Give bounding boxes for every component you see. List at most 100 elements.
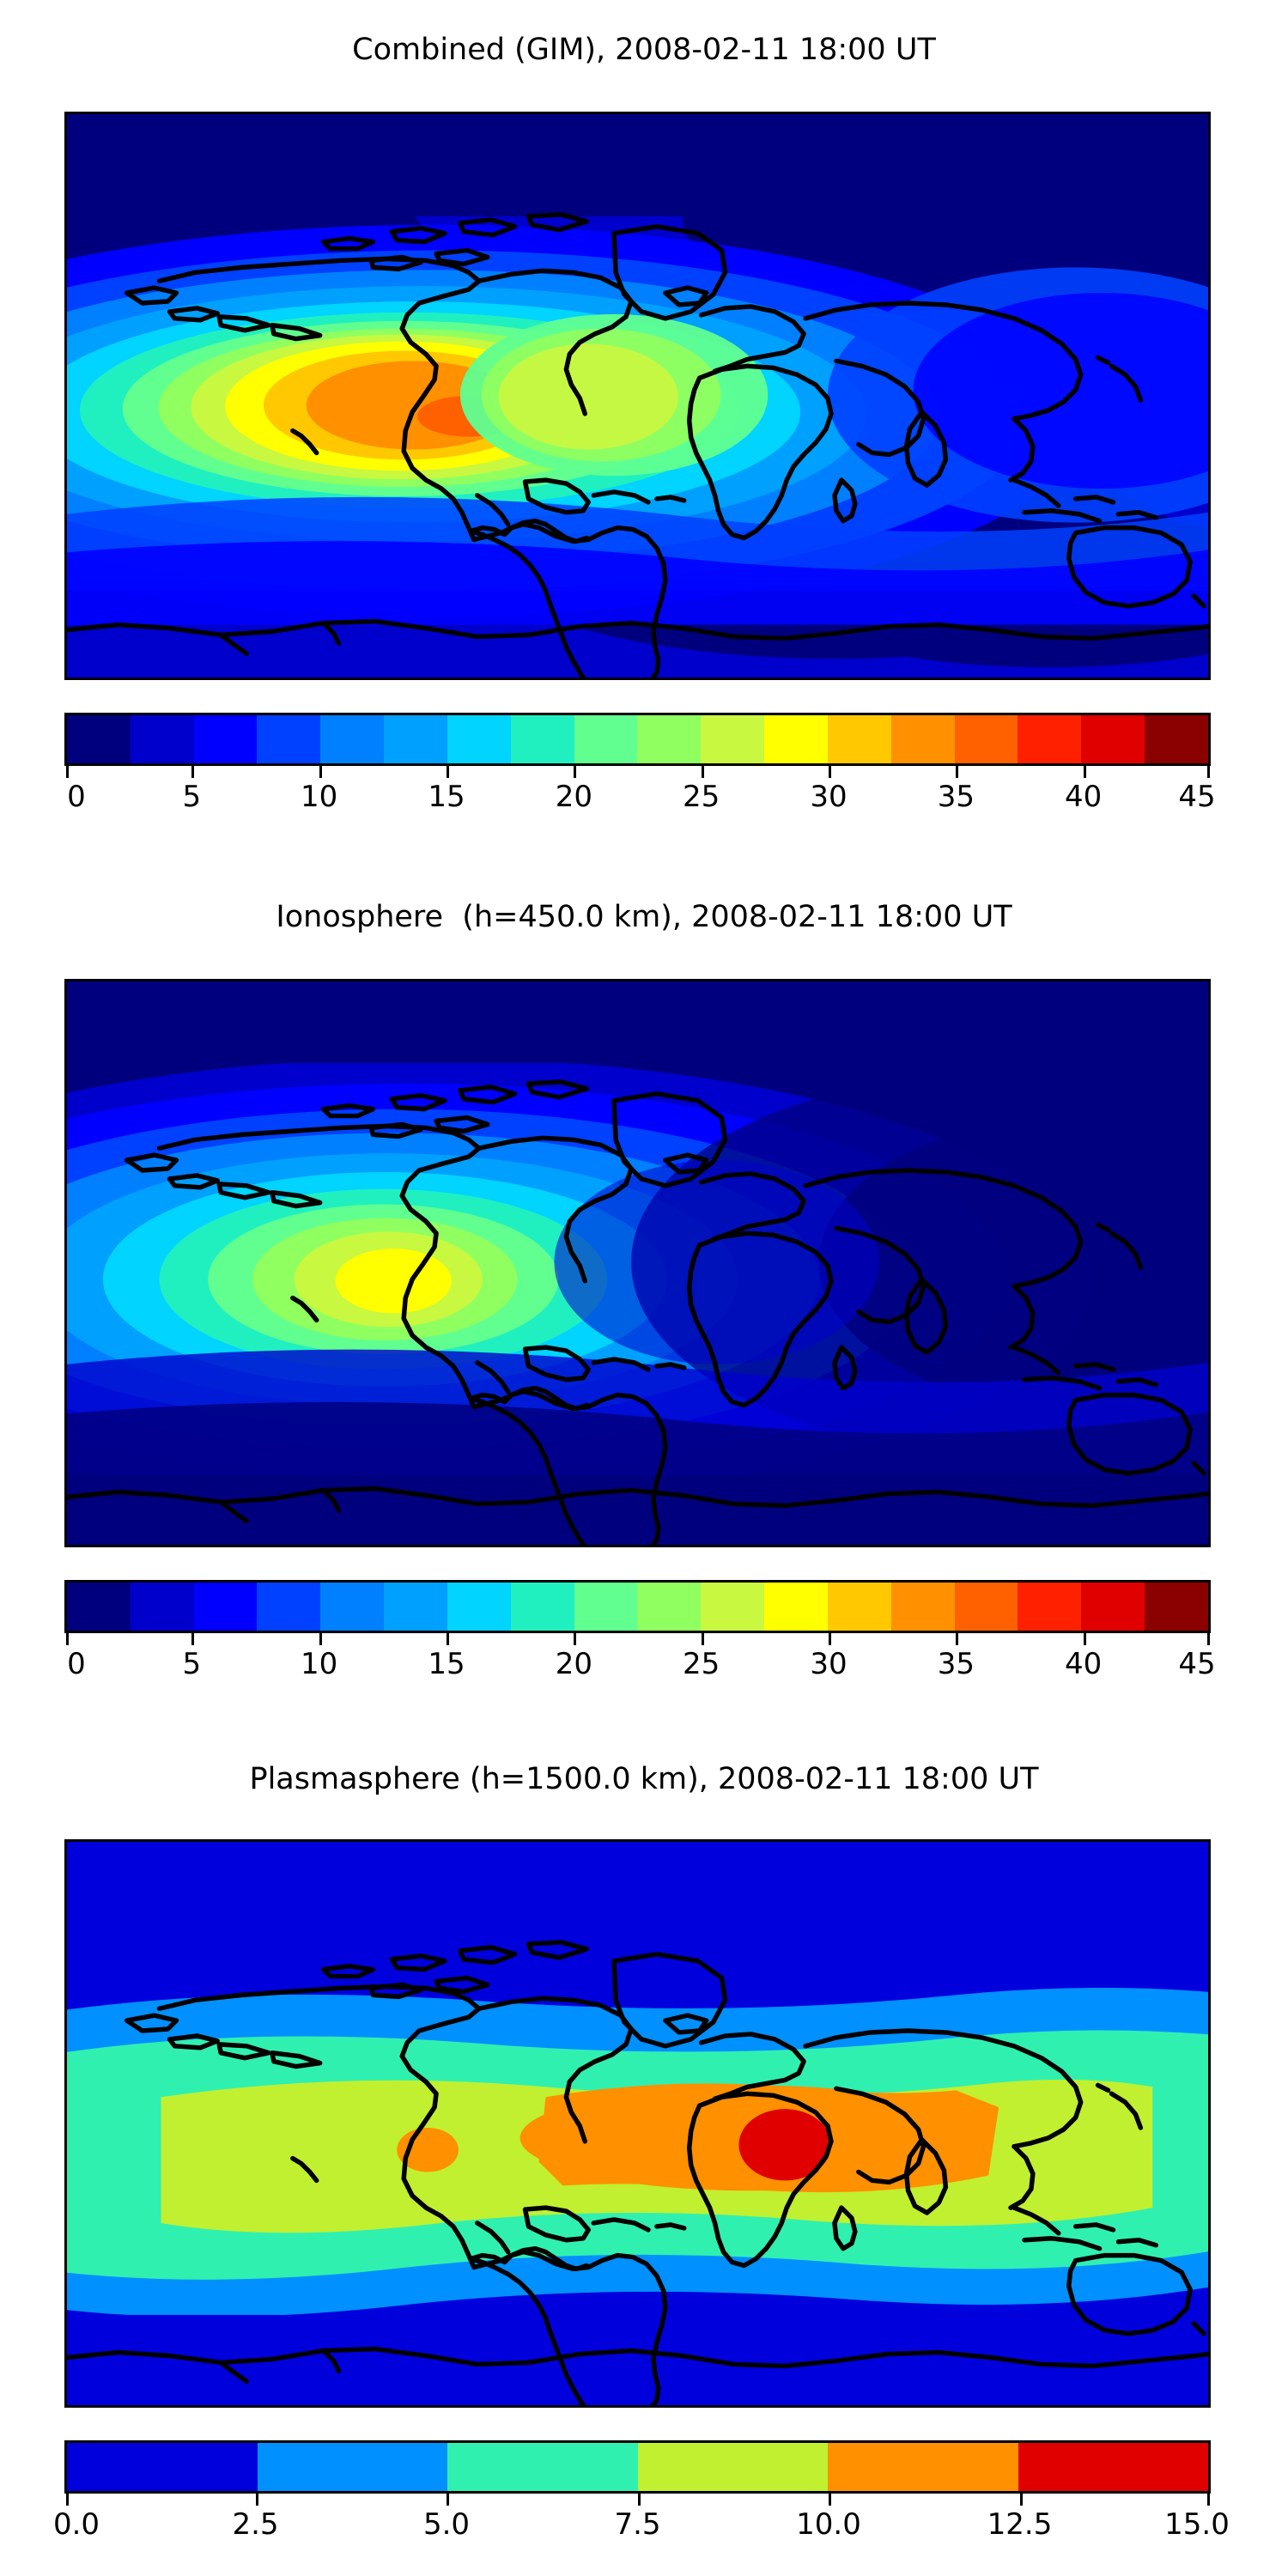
colorbar-tick-2 <box>319 1633 322 1645</box>
colorbar-tick-1 <box>191 1633 195 1645</box>
colorbar-segment-14 <box>954 1583 1018 1631</box>
colorbar-segment-17 <box>1145 1583 1208 1631</box>
colorbar-ticklabel-8: 40 <box>1065 780 1103 814</box>
map-ionosphere <box>64 979 1211 1547</box>
colorbar-tick-4 <box>574 1633 577 1645</box>
colorbar-segment-2 <box>447 2443 638 2491</box>
colorbar-segment-16 <box>1081 1583 1145 1631</box>
colorbar-segment-7 <box>510 715 574 763</box>
colorbar-plasmasphere: 0.0 2.5 5.0 7.5 10.0 12.5 15.0 <box>53 2440 1230 2552</box>
colorbar-segment-16 <box>1081 715 1145 763</box>
colorbar-segment-6 <box>447 715 511 763</box>
colorbar-tick-6 <box>829 766 831 778</box>
panel-title-ionosphere: Ionosphere (h=450.0 km), 2008-02-11 18:0… <box>276 900 1012 934</box>
colorbar-ticklabel-7: 35 <box>937 1647 975 1681</box>
colorbar-ticklabel-0: 0 <box>67 1647 86 1681</box>
colorbar-segment-1 <box>257 2443 447 2491</box>
colorbar-ticklabel-3: 15 <box>428 1647 465 1681</box>
colorbar-segment-4 <box>320 715 385 763</box>
colorbar-tick-9 <box>1206 766 1210 778</box>
map-plasmasphere <box>64 1839 1211 2408</box>
colorbar-segment-3 <box>637 2443 828 2491</box>
colorbar-tick-5 <box>701 766 704 778</box>
colorbar-ticklabel-5: 25 <box>683 780 720 814</box>
colorbar-segment-0 <box>67 2443 258 2491</box>
colorbar-segment-0 <box>67 1583 131 1631</box>
colorbar-tick-6 <box>1206 2494 1210 2506</box>
colorbar-ticklabel-9: 45 <box>1178 780 1216 814</box>
colorbar-segment-10 <box>701 715 765 763</box>
colorbar-segment-12 <box>827 715 891 763</box>
colorbar-segment-8 <box>574 1583 638 1631</box>
colorbar-tick-0 <box>65 2494 69 2506</box>
colorbar-segment-15 <box>1018 1583 1082 1631</box>
colorbar-tick-4 <box>829 2494 831 2506</box>
colorbar-tick-1 <box>255 2494 258 2506</box>
colorbar-segment-2 <box>193 1583 258 1631</box>
colorbar-segment-11 <box>764 715 828 763</box>
colorbar-ticklabel-1: 5 <box>182 1647 202 1681</box>
panel-ionosphere: Ionosphere (h=450.0 km), 2008-02-11 18:0… <box>0 867 1288 1735</box>
colorbar-ticklabel-1: 5 <box>182 780 202 814</box>
colorbar-segment-13 <box>890 1583 955 1631</box>
colorbar-tick-3 <box>637 2494 641 2506</box>
colorbar-segment-5 <box>384 1583 447 1631</box>
colorbar-ticklabel-5: 12.5 <box>987 2507 1053 2542</box>
colorbar-gradient-plasmasphere <box>64 2440 1211 2494</box>
colorbar-segment-5 <box>384 715 447 763</box>
colorbar-tick-5 <box>1019 2494 1023 2506</box>
colorbar-segment-6 <box>447 1583 511 1631</box>
colorbar-ticklabel-3: 7.5 <box>614 2507 661 2542</box>
colorbar-segment-1 <box>130 715 194 763</box>
colorbar-segment-10 <box>701 1583 765 1631</box>
colorbar-ticklabel-0: 0 <box>67 780 86 814</box>
colorbar-tick-4 <box>574 766 577 778</box>
colorbar-segment-14 <box>954 715 1018 763</box>
colorbar-segment-15 <box>1018 715 1082 763</box>
colorbar-ticklabel-2: 5.0 <box>422 2507 471 2542</box>
colorbar-ticks-ionosphere <box>64 1633 1211 1645</box>
colorbar-tick-0 <box>65 1633 69 1645</box>
colorbar-segment-4 <box>320 1583 385 1631</box>
colorbar-ticklabel-3: 15 <box>428 780 465 814</box>
colorbar-tick-2 <box>319 766 322 778</box>
colorbar-ticklabel-0: 0.0 <box>52 2507 100 2542</box>
colorbar-ticks-plasmasphere <box>64 2494 1211 2506</box>
colorbar-segment-0 <box>67 715 131 763</box>
colorbar-tick-7 <box>956 1633 959 1645</box>
colorbar-ticklabel-1: 2.5 <box>232 2507 279 2542</box>
colorbar-tick-8 <box>1083 1633 1086 1645</box>
colorbar-ticklabel-2: 10 <box>301 780 338 814</box>
colorbar-ticklabels-plasmasphere: 0.0 2.5 5.0 7.5 10.0 12.5 15.0 <box>53 2507 1230 2545</box>
colorbar-tick-9 <box>1206 1633 1210 1645</box>
colorbar-tick-5 <box>701 1633 704 1645</box>
colorbar-segment-17 <box>1145 715 1208 763</box>
colorbar-segment-12 <box>827 1583 891 1631</box>
colorbar-tick-3 <box>447 1633 449 1645</box>
colorbar-ticklabel-7: 35 <box>937 780 975 814</box>
panel-combined-gim: Combined (GIM), 2008-02-11 18:00 UT <box>0 0 1288 859</box>
colorbar-ticklabel-8: 40 <box>1065 1647 1103 1681</box>
colorbar-segment-9 <box>637 715 702 763</box>
colorbar-segment-5 <box>1018 2443 1208 2491</box>
colorbar-segment-11 <box>764 1583 828 1631</box>
colorbar-tick-2 <box>447 2494 449 2506</box>
colorbar-ionosphere: 0 5 10 15 20 25 30 35 40 45 <box>64 1580 1216 1692</box>
colorbar-segment-1 <box>130 1583 194 1631</box>
colorbar-ticklabels-combined-gim: 0 5 10 15 20 25 30 35 40 45 <box>64 780 1215 817</box>
panel-title-combined-gim: Combined (GIM), 2008-02-11 18:00 UT <box>352 33 936 67</box>
colorbar-ticklabel-6: 30 <box>810 780 848 814</box>
colorbar-ticklabels-ionosphere: 0 5 10 15 20 25 30 35 40 45 <box>64 1647 1215 1685</box>
colorbar-tick-6 <box>829 1633 831 1645</box>
colorbar-tick-3 <box>447 766 449 778</box>
colorbar-ticklabel-4: 20 <box>555 780 592 814</box>
colorbar-ticklabel-6: 30 <box>810 1647 848 1681</box>
colorbar-tick-0 <box>65 766 69 778</box>
colorbar-segment-9 <box>637 1583 702 1631</box>
colorbar-segment-3 <box>257 715 321 763</box>
colorbar-ticklabel-4: 10.0 <box>796 2507 861 2542</box>
colorbar-gradient-combined-gim <box>64 713 1211 766</box>
colorbar-segment-7 <box>510 1583 574 1631</box>
colorbar-combined-gim: 0 5 10 15 20 25 30 35 40 45 <box>64 713 1216 824</box>
